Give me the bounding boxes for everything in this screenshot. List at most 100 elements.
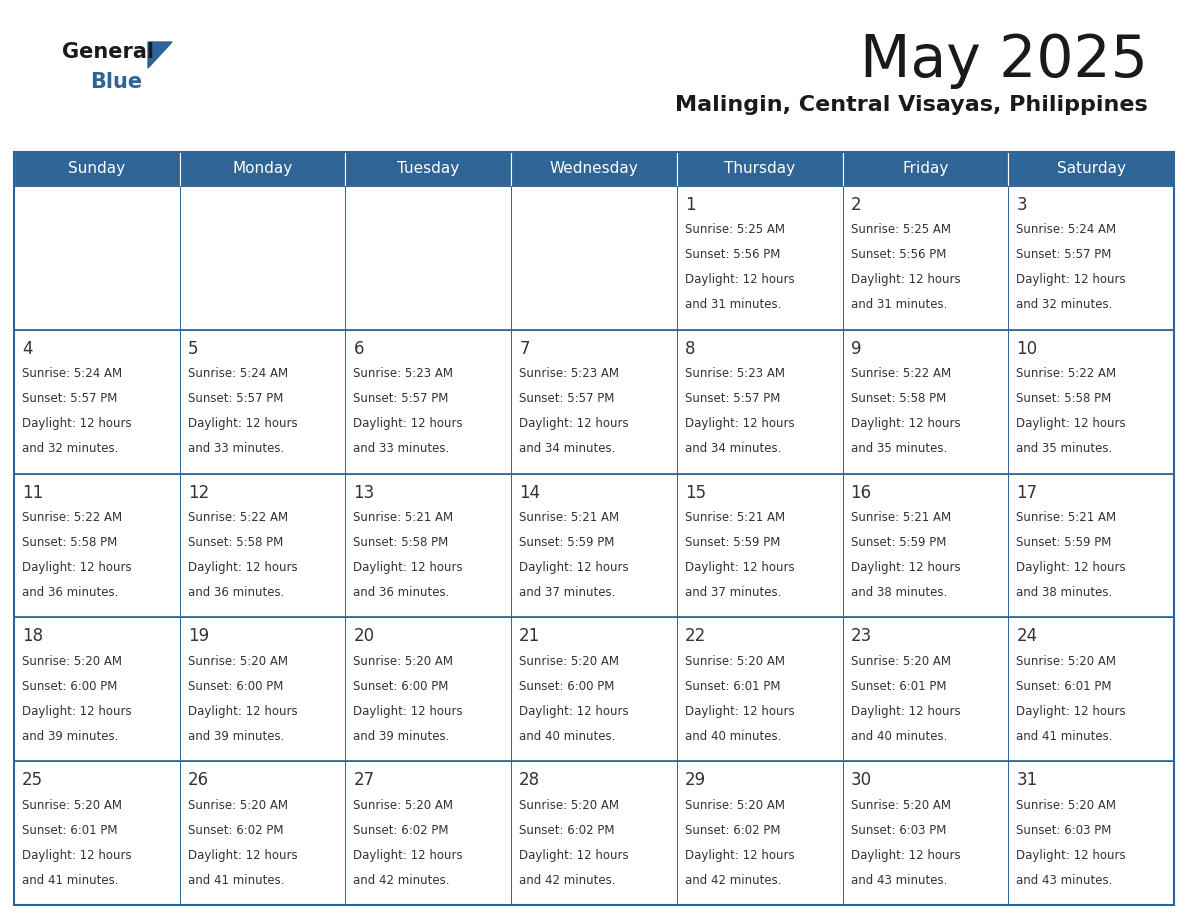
Text: Daylight: 12 hours: Daylight: 12 hours [519,848,628,862]
Text: 11: 11 [23,484,43,501]
Text: and 33 minutes.: and 33 minutes. [188,442,284,455]
Text: and 34 minutes.: and 34 minutes. [519,442,615,455]
Text: Sunset: 6:00 PM: Sunset: 6:00 PM [353,680,449,693]
Text: Sunday: Sunday [68,162,126,176]
Text: 10: 10 [1016,340,1037,358]
Bar [346,186,511,330]
Text: Sunset: 5:58 PM: Sunset: 5:58 PM [353,536,449,549]
Text: Daylight: 12 hours: Daylight: 12 hours [519,705,628,718]
Text: Sunrise: 5:20 AM: Sunrise: 5:20 AM [188,655,287,668]
Text: and 39 minutes.: and 39 minutes. [353,730,450,743]
Text: Sunrise: 5:24 AM: Sunrise: 5:24 AM [1016,223,1117,237]
Bar [677,474,842,618]
Text: 12: 12 [188,484,209,501]
Text: Sunset: 6:00 PM: Sunset: 6:00 PM [23,680,118,693]
Text: and 36 minutes.: and 36 minutes. [23,586,119,599]
Text: Sunrise: 5:20 AM: Sunrise: 5:20 AM [1016,799,1117,812]
Text: Sunrise: 5:23 AM: Sunrise: 5:23 AM [353,367,454,380]
Text: Sunset: 5:56 PM: Sunset: 5:56 PM [851,249,946,262]
Text: 31: 31 [1016,771,1037,789]
Text: Sunrise: 5:24 AM: Sunrise: 5:24 AM [23,367,122,380]
Text: 8: 8 [684,340,695,358]
Bar [842,474,1009,618]
Text: 21: 21 [519,627,541,645]
Text: and 35 minutes.: and 35 minutes. [851,442,947,455]
Text: Daylight: 12 hours: Daylight: 12 hours [188,417,297,431]
Text: and 43 minutes.: and 43 minutes. [851,874,947,887]
Text: Daylight: 12 hours: Daylight: 12 hours [684,705,795,718]
Text: Daylight: 12 hours: Daylight: 12 hours [1016,274,1126,286]
Text: and 34 minutes.: and 34 minutes. [684,442,782,455]
Text: Sunset: 5:57 PM: Sunset: 5:57 PM [1016,249,1112,262]
Text: Sunrise: 5:20 AM: Sunrise: 5:20 AM [684,799,785,812]
Text: Daylight: 12 hours: Daylight: 12 hours [353,561,463,574]
Bar [842,330,1009,474]
Bar [842,152,1009,186]
Text: 29: 29 [684,771,706,789]
Text: Sunset: 5:59 PM: Sunset: 5:59 PM [519,536,614,549]
Text: and 43 minutes.: and 43 minutes. [1016,874,1113,887]
Text: 30: 30 [851,771,872,789]
Text: 27: 27 [353,771,374,789]
Text: May 2025: May 2025 [860,32,1148,89]
Text: Sunset: 5:57 PM: Sunset: 5:57 PM [188,392,283,405]
Text: Sunrise: 5:20 AM: Sunrise: 5:20 AM [684,655,785,668]
Bar [14,618,179,761]
Text: and 38 minutes.: and 38 minutes. [851,586,947,599]
Bar [179,761,346,905]
Text: and 33 minutes.: and 33 minutes. [353,442,450,455]
Text: 13: 13 [353,484,374,501]
Bar [677,618,842,761]
Text: Daylight: 12 hours: Daylight: 12 hours [353,705,463,718]
Bar [1009,186,1174,330]
Text: Sunset: 5:58 PM: Sunset: 5:58 PM [23,536,118,549]
Bar [511,618,677,761]
Text: Sunrise: 5:20 AM: Sunrise: 5:20 AM [519,655,619,668]
Text: Daylight: 12 hours: Daylight: 12 hours [23,848,132,862]
Text: Daylight: 12 hours: Daylight: 12 hours [188,705,297,718]
Text: Daylight: 12 hours: Daylight: 12 hours [851,561,960,574]
Bar [179,618,346,761]
Bar [511,761,677,905]
Text: Sunset: 5:57 PM: Sunset: 5:57 PM [684,392,781,405]
Text: Sunset: 6:02 PM: Sunset: 6:02 PM [353,823,449,836]
Text: Daylight: 12 hours: Daylight: 12 hours [684,561,795,574]
Bar [346,330,511,474]
Bar [677,761,842,905]
Text: and 40 minutes.: and 40 minutes. [851,730,947,743]
Text: 19: 19 [188,627,209,645]
Text: Daylight: 12 hours: Daylight: 12 hours [188,561,297,574]
Text: Sunrise: 5:25 AM: Sunrise: 5:25 AM [851,223,950,237]
Bar [179,152,346,186]
Text: Daylight: 12 hours: Daylight: 12 hours [188,848,297,862]
Text: Sunset: 6:01 PM: Sunset: 6:01 PM [851,680,946,693]
Text: 18: 18 [23,627,43,645]
Text: Malingin, Central Visayas, Philippines: Malingin, Central Visayas, Philippines [675,95,1148,115]
Text: and 32 minutes.: and 32 minutes. [1016,298,1113,311]
Bar [511,330,677,474]
Text: 9: 9 [851,340,861,358]
Bar [842,618,1009,761]
Text: Wednesday: Wednesday [550,162,638,176]
Text: Sunrise: 5:20 AM: Sunrise: 5:20 AM [188,799,287,812]
Text: Sunrise: 5:20 AM: Sunrise: 5:20 AM [851,799,950,812]
Text: Daylight: 12 hours: Daylight: 12 hours [353,417,463,431]
Text: and 42 minutes.: and 42 minutes. [353,874,450,887]
Text: Sunset: 5:57 PM: Sunset: 5:57 PM [519,392,614,405]
Bar [842,186,1009,330]
Text: and 38 minutes.: and 38 minutes. [1016,586,1112,599]
Text: Sunset: 5:58 PM: Sunset: 5:58 PM [851,392,946,405]
Text: Sunset: 6:00 PM: Sunset: 6:00 PM [188,680,283,693]
Bar [14,186,179,330]
Bar [677,330,842,474]
Text: and 39 minutes.: and 39 minutes. [23,730,119,743]
Text: Sunrise: 5:20 AM: Sunrise: 5:20 AM [23,799,122,812]
Text: Sunrise: 5:20 AM: Sunrise: 5:20 AM [1016,655,1117,668]
Bar [842,761,1009,905]
Text: General: General [62,42,154,62]
Text: Sunset: 6:03 PM: Sunset: 6:03 PM [851,823,946,836]
Text: Sunrise: 5:23 AM: Sunrise: 5:23 AM [519,367,619,380]
Text: and 42 minutes.: and 42 minutes. [684,874,782,887]
Text: and 41 minutes.: and 41 minutes. [188,874,284,887]
Text: Daylight: 12 hours: Daylight: 12 hours [353,848,463,862]
